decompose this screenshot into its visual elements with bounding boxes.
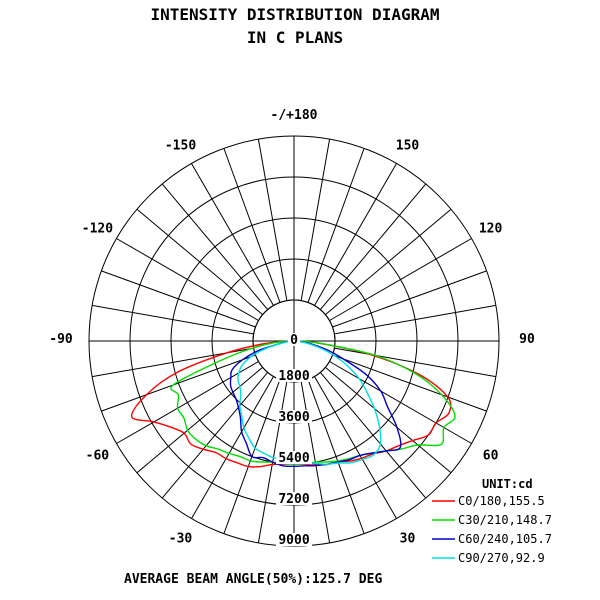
grid-spoke (314, 376, 397, 519)
radial-tick-label: 5400 (278, 451, 309, 466)
grid-spoke (161, 183, 269, 310)
footer-beam-angle: AVERAGE BEAM ANGLE(50%):125.7 DEG (124, 572, 382, 587)
grid-spoke (329, 361, 472, 444)
grid-spoke (161, 372, 269, 499)
grid-spoke (300, 139, 331, 301)
grid-spoke (329, 238, 472, 321)
grid-spoke (101, 270, 256, 328)
chart-title: INTENSITY DISTRIBUTION DIAGRAM (151, 5, 440, 24)
grid-spoke (92, 304, 254, 335)
radial-tick-label: 7200 (278, 492, 309, 507)
unit-label: UNIT:cd (482, 477, 533, 491)
legend-label: C0/180,155.5 (458, 494, 545, 508)
radial-label-bg (276, 492, 312, 505)
radial-label-bg (276, 533, 312, 546)
angle-label: -90 (49, 332, 73, 347)
radial-tick-labels: 0 1800 3600 5400 7200 9000 (276, 333, 312, 548)
grid-spoke (332, 270, 487, 328)
grid-spoke (257, 139, 288, 301)
grid-spoke (319, 183, 427, 310)
grid-spoke (332, 354, 487, 412)
grid-spoke (307, 148, 365, 303)
grid-spoke (191, 163, 274, 306)
angle-label: 150 (396, 138, 420, 153)
grid-spoke (116, 361, 259, 444)
legend-label: C60/240,105.7 (458, 532, 552, 546)
radial-tick-label: 1800 (278, 369, 309, 384)
radial-label-bg (276, 369, 312, 382)
angle-label: -60 (86, 449, 110, 464)
grid-spoke (325, 208, 452, 316)
radial-label-bg (288, 333, 300, 346)
grid-spoke (101, 354, 256, 412)
grid-spoke (334, 304, 496, 335)
angle-label: 60 (483, 449, 499, 464)
radial-label-bg (276, 451, 312, 464)
angle-label: -30 (169, 532, 193, 547)
angle-label: 120 (479, 222, 503, 237)
radial-label-bg (276, 410, 312, 423)
angle-label: 30 (400, 532, 416, 547)
intensity-curves (130, 340, 456, 468)
grid-spoke (136, 208, 263, 316)
grid-spoke (136, 366, 263, 474)
legend-label: C30/210,148.7 (458, 513, 552, 527)
radial-tick-label: 9000 (278, 533, 309, 548)
angle-label: 90 (519, 332, 535, 347)
angle-label: -/+180 (271, 108, 318, 123)
series-curve (229, 340, 402, 468)
angle-label: -150 (165, 138, 196, 153)
radial-tick-label: 3600 (278, 410, 309, 425)
grid-spoke (191, 376, 274, 519)
legend-label: C90/270,92.9 (458, 551, 545, 565)
grid-spoke (116, 238, 259, 321)
chart-subtitle: IN C PLANS (247, 28, 343, 47)
grid-spoke (325, 366, 452, 474)
angle-labels: -/+180 150 -150 120 -120 90 -90 60 -60 30 -30 (49, 108, 535, 547)
radial-tick-label: 0 (290, 333, 298, 348)
grid-spoke (319, 372, 427, 499)
grid-spoke (314, 163, 397, 306)
angle-label: -120 (82, 222, 113, 237)
grid-spoke (334, 347, 496, 378)
grid-spoke (223, 148, 281, 303)
grid-spoke (307, 379, 365, 534)
legend: UNIT:cd C0/180,155.5 C30/210,148.7 C60/240… (432, 477, 552, 565)
